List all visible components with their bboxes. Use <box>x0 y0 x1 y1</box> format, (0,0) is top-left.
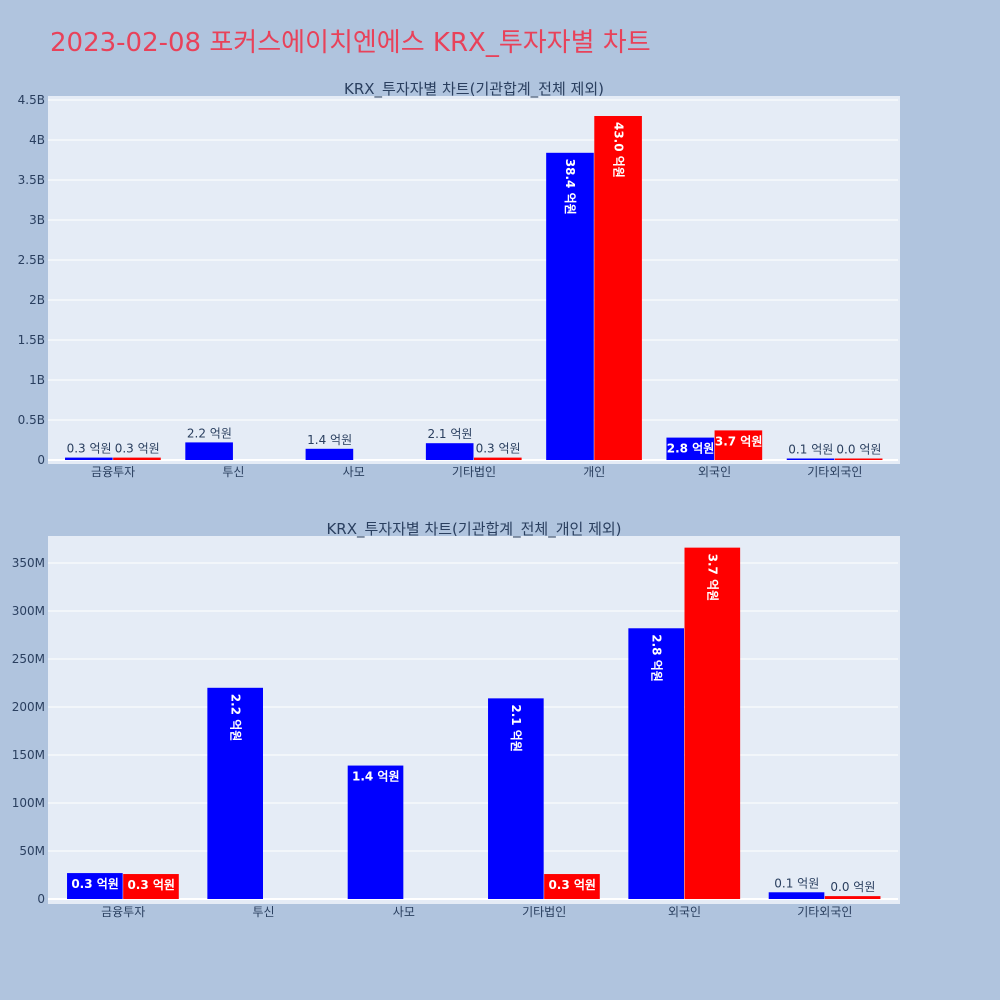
y-tick-label: 300M <box>12 604 45 618</box>
data-label: 2.8 억원 <box>649 634 663 682</box>
data-label: 0.3 억원 <box>476 442 521 456</box>
data-label: 1.4 억원 <box>352 770 400 784</box>
x-tick-label: 투신 <box>252 905 274 919</box>
bar <box>474 457 522 460</box>
data-label: 0.0 억원 <box>836 443 881 457</box>
bar <box>544 874 600 899</box>
y-tick-label: 2.5B <box>18 253 45 267</box>
bar <box>488 698 544 899</box>
x-tick-label: 금융투자 <box>101 905 145 919</box>
data-label: 0.3 억원 <box>115 442 160 456</box>
x-tick-label: 기타외국인 <box>797 905 852 919</box>
bar <box>594 116 642 460</box>
data-label: 38.4 억원 <box>563 159 577 215</box>
data-label: 0.1 억원 <box>774 876 819 890</box>
y-tick-label: 350M <box>12 556 45 570</box>
y-tick-label: 200M <box>12 700 45 714</box>
y-tick-label: 0 <box>37 453 45 467</box>
data-label: 3.7 억원 <box>706 554 720 602</box>
bar <box>768 892 825 899</box>
data-label: 2.1 억원 <box>509 704 523 752</box>
y-tick-label: 50M <box>19 844 45 858</box>
x-tick-label: 기타외국인 <box>807 465 862 479</box>
bar <box>684 547 741 899</box>
bar <box>347 765 404 899</box>
bar <box>628 628 684 899</box>
chart-1: 0 0.5B 1B 1.5B 2B 2.5B 3B 3.5B 4B 4.5B KRX_투자자별 차트… <box>18 80 900 479</box>
data-label: 0.3 억원 <box>67 442 112 456</box>
data-label: 2.2 억원 <box>187 426 232 440</box>
page-title: 2023-02-08 포커스에이치엔에스 KRX_투자자별 차트 <box>50 28 651 58</box>
data-label: 2.1 억원 <box>427 427 472 441</box>
x-tick-label: 외국인 <box>698 465 731 479</box>
y-tick-label: 3.5B <box>18 173 45 187</box>
bar <box>546 152 594 461</box>
y-tick-label: 250M <box>12 652 45 666</box>
data-label: 43.0 억원 <box>611 122 625 178</box>
x-tick-label: 투신 <box>222 465 244 479</box>
plot-area <box>48 96 900 464</box>
bar <box>425 443 474 460</box>
x-tick-label: 사모 <box>393 905 415 919</box>
chart-2: 0 50M 100M 150M 200M 250M 300M 350M KRX_투자자별 차트(… <box>12 520 900 919</box>
data-label: 2.8 억원 <box>667 442 715 456</box>
chart-title: KRX_투자자별 차트(기관합계_전체_개인 제외) <box>326 520 621 539</box>
x-tick-label: 기타법인 <box>522 905 566 919</box>
y-tick-label: 1.5B <box>18 333 45 347</box>
y-tick-label: 0.5B <box>18 413 45 427</box>
x-tick-label: 개인 <box>583 465 605 479</box>
data-label: 0.3 억원 <box>548 878 596 892</box>
x-tick-label: 사모 <box>343 465 365 479</box>
bar <box>786 458 835 460</box>
bar <box>207 687 263 899</box>
bar <box>666 437 715 460</box>
bar <box>305 448 354 460</box>
y-tick-label: 4B <box>29 133 45 147</box>
data-label: 0.1 억원 <box>788 443 833 457</box>
bar <box>67 873 123 899</box>
bar <box>123 874 179 899</box>
bar <box>824 896 881 899</box>
x-tick-label: 기타법인 <box>452 465 496 479</box>
bar <box>65 457 113 460</box>
data-label: 2.2 억원 <box>228 694 242 742</box>
plot-area <box>48 536 900 904</box>
bar <box>834 458 883 460</box>
data-label: 0.3 억원 <box>71 877 119 891</box>
y-tick-label: 2B <box>29 293 45 307</box>
data-label: 0.3 억원 <box>127 878 175 892</box>
bar <box>185 442 233 460</box>
bar <box>714 430 763 460</box>
y-tick-label: 100M <box>12 796 45 810</box>
y-tick-label: 1B <box>29 373 45 387</box>
data-label: 1.4 억원 <box>307 433 352 447</box>
data-label: 3.7 억원 <box>715 434 763 448</box>
y-tick-label: 0 <box>37 892 45 906</box>
data-label: 0.0 억원 <box>830 880 875 894</box>
y-tick-label: 3B <box>29 213 45 227</box>
x-tick-label: 외국인 <box>668 905 701 919</box>
x-tick-label: 금융투자 <box>91 465 135 479</box>
y-tick-label: 4.5B <box>18 93 45 107</box>
y-tick-label: 150M <box>12 748 45 762</box>
bar <box>113 457 161 460</box>
chart-title: KRX_투자자별 차트(기관합계_전체 제외) <box>344 80 604 99</box>
